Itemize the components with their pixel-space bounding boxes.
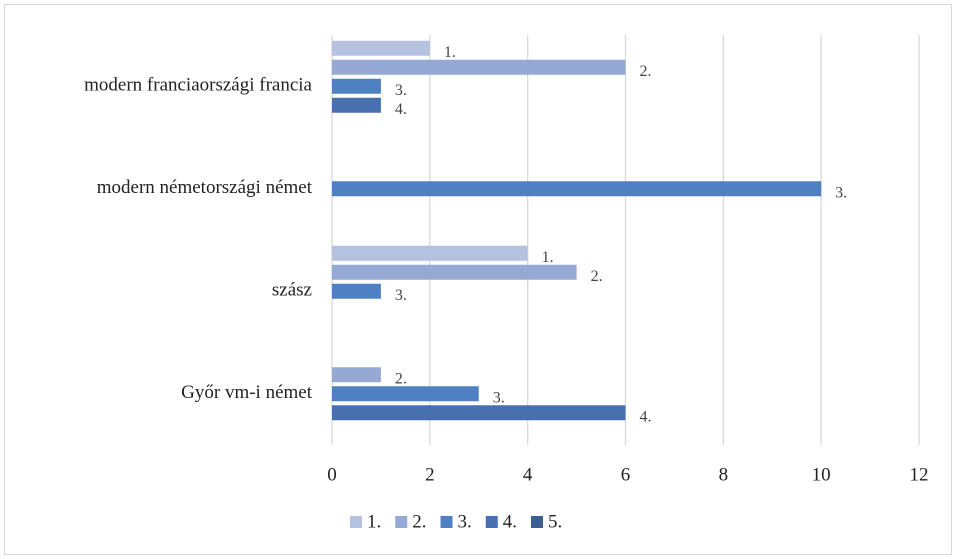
- legend-swatch: [531, 516, 543, 528]
- bar: [332, 40, 430, 56]
- legend-swatch: [395, 516, 408, 528]
- legend-label: 1.: [367, 511, 381, 532]
- data-label: 3.: [395, 287, 407, 304]
- bar: [332, 97, 381, 113]
- legend-label: 3.: [458, 511, 472, 532]
- x-tick-label: 2: [425, 464, 435, 485]
- data-label: 1.: [542, 249, 554, 266]
- data-label: 3.: [395, 82, 407, 99]
- data-label: 4.: [640, 408, 652, 425]
- bar: [332, 264, 577, 280]
- category-label: szász: [272, 280, 312, 301]
- bar: [332, 181, 822, 197]
- bar: [332, 59, 626, 75]
- data-label: 4.: [395, 101, 407, 118]
- data-label: 3.: [835, 184, 847, 201]
- data-label: 2.: [395, 370, 407, 387]
- data-label: 3.: [493, 389, 505, 406]
- category-label: modern franciaországi francia: [84, 75, 312, 96]
- data-label: 1.: [444, 44, 456, 61]
- legend-label: 4.: [503, 511, 517, 532]
- legend-swatch: [350, 516, 362, 528]
- category-label: Győr vm-i német: [181, 382, 313, 403]
- x-tick-label: 6: [621, 464, 631, 485]
- legend-swatch: [440, 516, 453, 528]
- legend-label: 5.: [548, 511, 562, 532]
- bar: [332, 367, 381, 383]
- x-tick-label: 10: [812, 464, 831, 485]
- x-tick-label: 8: [719, 464, 729, 485]
- bar: [332, 405, 626, 421]
- legend-label: 2.: [412, 511, 426, 532]
- bar: [332, 283, 381, 299]
- bar: [332, 78, 381, 94]
- legend-swatch: [485, 516, 498, 528]
- x-tick-label: 4: [523, 464, 533, 485]
- x-tick-label: 12: [910, 464, 929, 485]
- data-label: 2.: [591, 268, 603, 285]
- bar: [332, 386, 479, 402]
- x-tick-label: 0: [327, 464, 337, 485]
- category-label: modern németországi német: [97, 177, 313, 198]
- bar: [332, 245, 528, 261]
- data-label: 2.: [640, 63, 652, 80]
